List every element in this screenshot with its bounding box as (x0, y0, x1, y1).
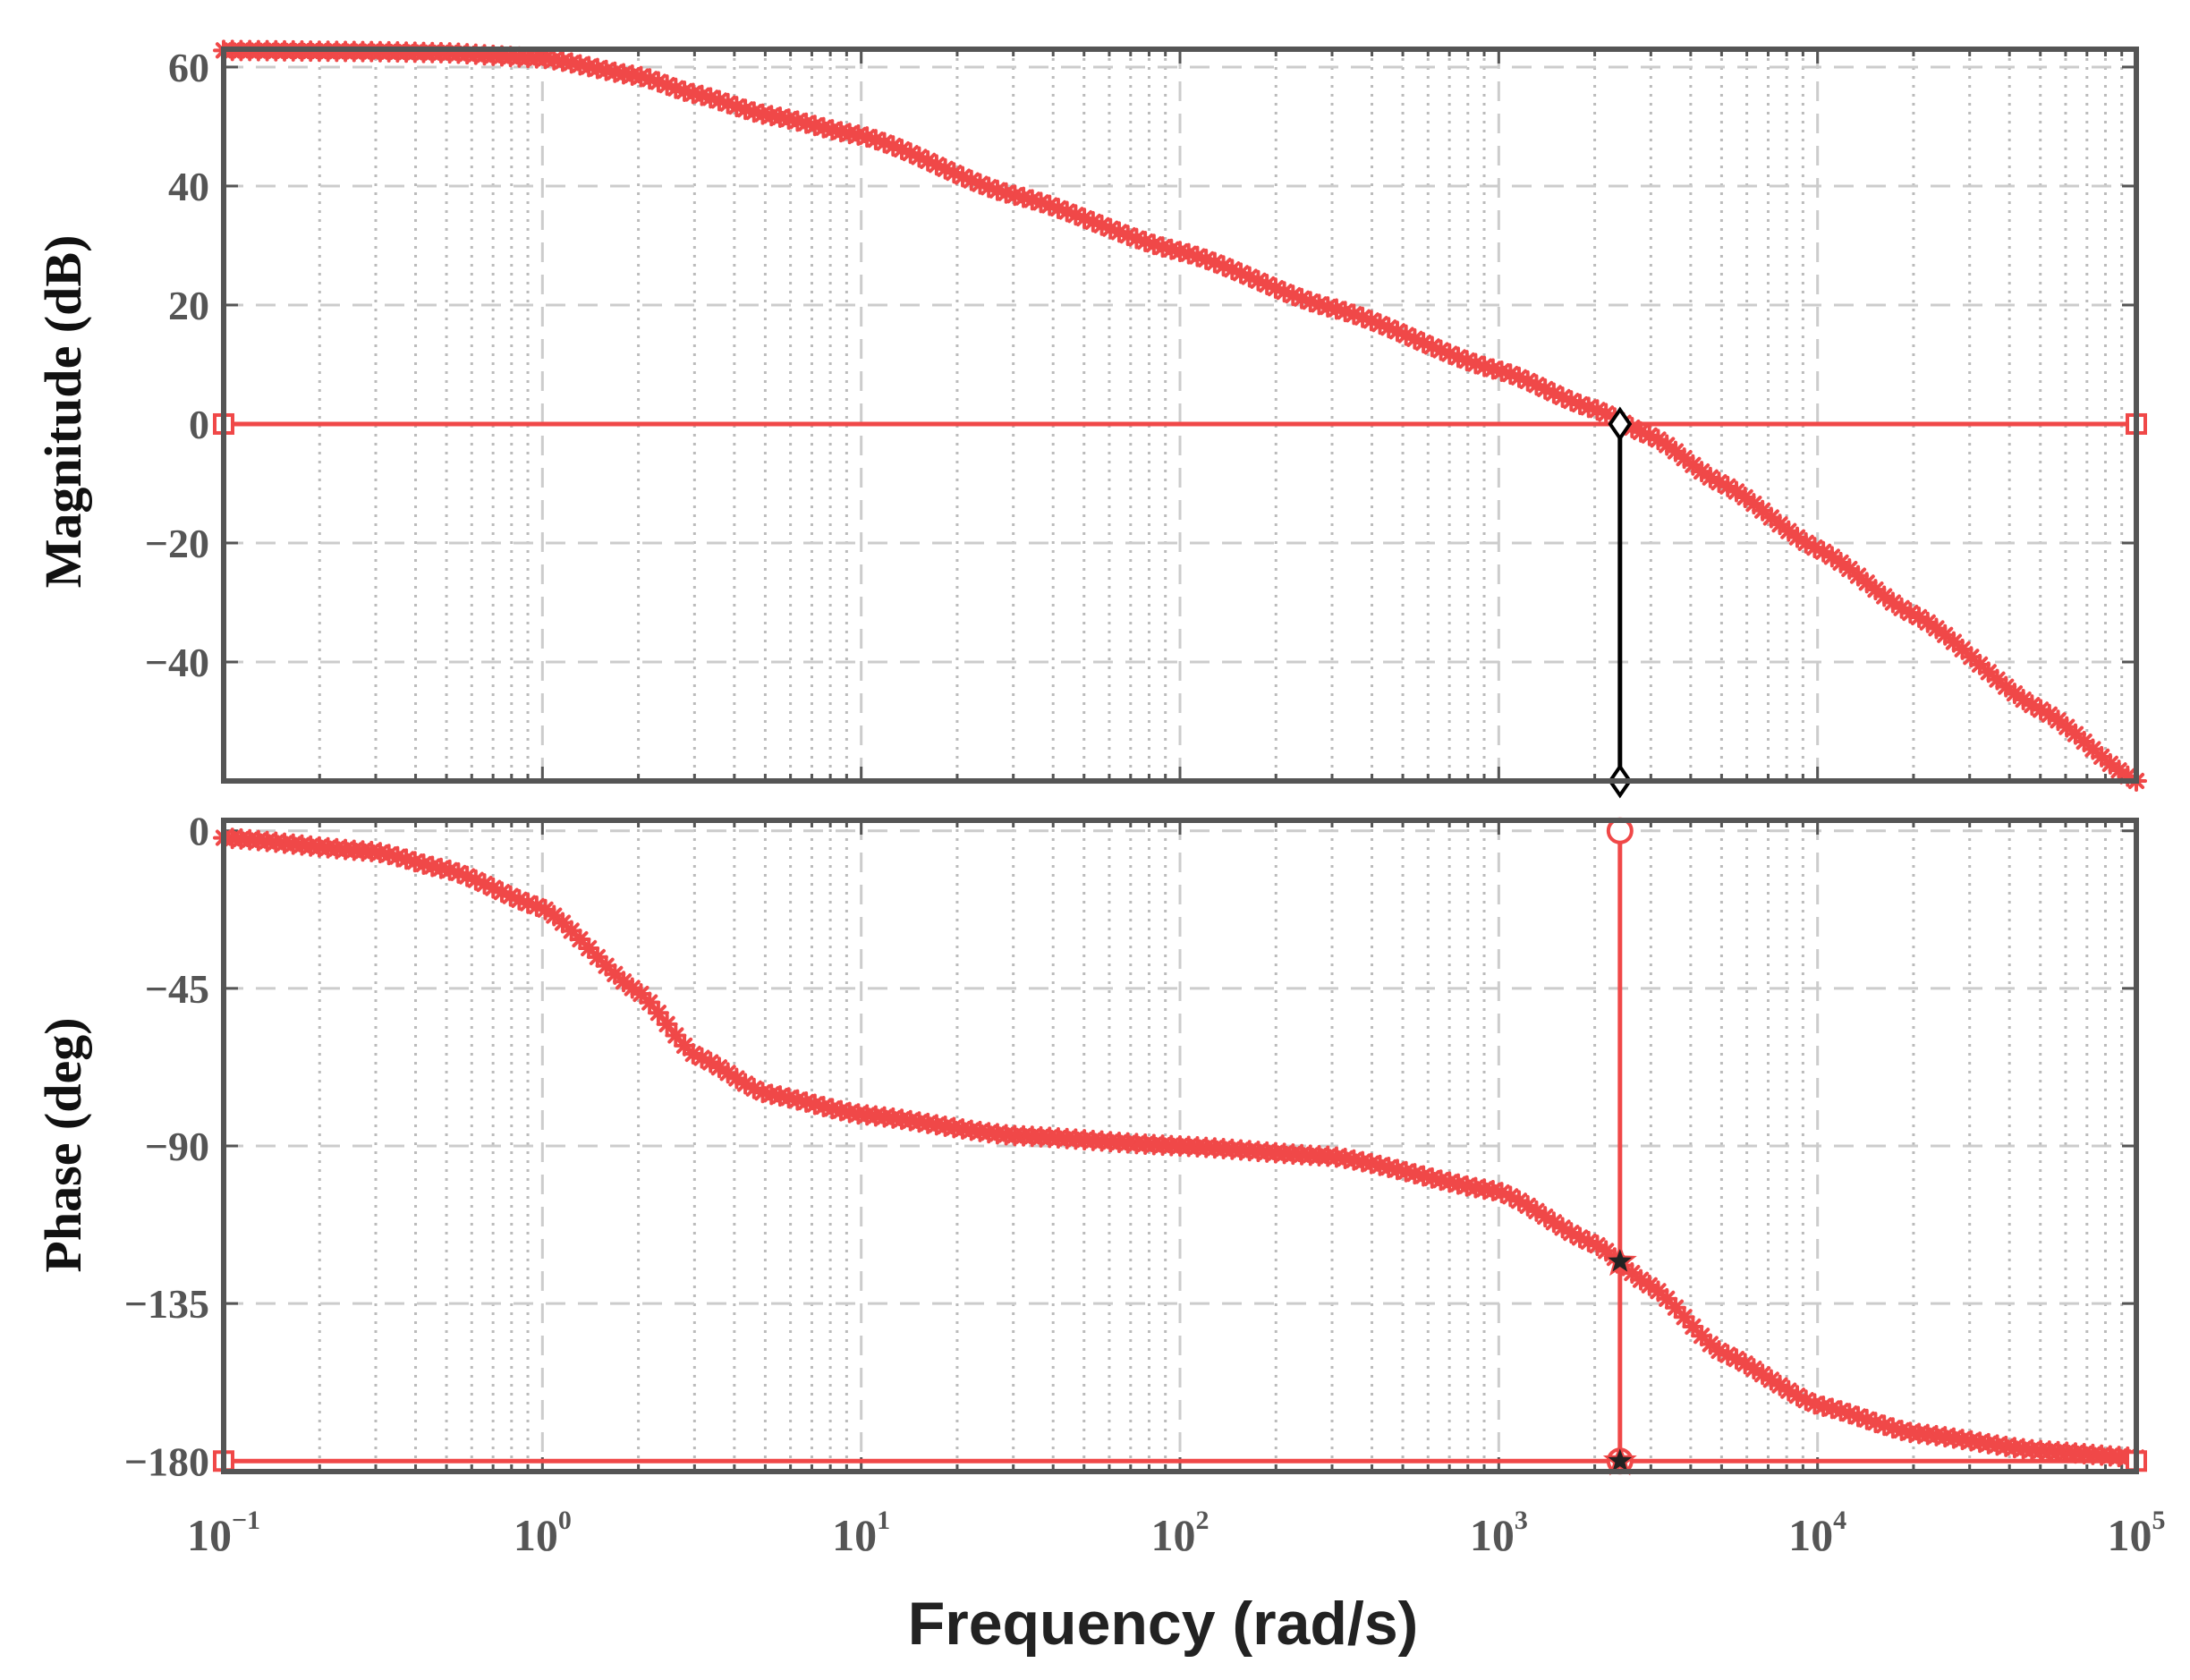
asterisk-marker (1378, 317, 1400, 339)
phase-y-axis-label: Phase (deg) (34, 1017, 92, 1272)
asterisk-marker (2091, 745, 2113, 768)
x-tick-label: 100 (514, 1506, 572, 1560)
y-tick-label: −45 (145, 966, 209, 1012)
magnitude-y-axis-label: Magnitude (dB) (34, 235, 92, 589)
asterisk-marker (639, 991, 661, 1014)
y-tick-label: 60 (168, 45, 209, 90)
asterisk-marker (656, 1013, 678, 1035)
x-tick-label: 102 (1151, 1506, 1210, 1560)
minor-grid (318, 49, 2124, 781)
asterisk-marker (578, 937, 600, 959)
y-tick-label: 0 (189, 809, 209, 854)
y-tick-label: −135 (124, 1281, 209, 1327)
reference-line-end-marker (1608, 406, 1633, 442)
asterisk-marker (1404, 327, 1426, 350)
x-tick-label: 104 (1788, 1506, 1846, 1560)
asterisk-marker (2099, 752, 2121, 775)
asterisk-marker (517, 892, 539, 914)
asterisk-marker (630, 983, 652, 1005)
x-tick-label: 105 (2108, 1506, 2166, 1560)
y-tick-label: 20 (168, 283, 209, 328)
y-tick-label: 0 (189, 402, 209, 447)
axes-frame (221, 818, 2139, 1474)
asterisk-marker (647, 1002, 669, 1024)
x-tick-label: 10−1 (187, 1506, 260, 1560)
asterisk-marker (1743, 493, 1765, 515)
y-tick-label: 40 (168, 164, 209, 209)
x-axis-label: Frequency (rad/s) (908, 1590, 1419, 1658)
asterisk-marker (1030, 191, 1052, 214)
x-tick-label: 101 (832, 1506, 890, 1560)
highlight-star-marker (1602, 1443, 1637, 1476)
axes-frame (221, 47, 2139, 784)
asterisk-marker (1829, 551, 1852, 573)
y-tick-label: −20 (145, 521, 209, 566)
y-tick-label: −90 (145, 1124, 209, 1169)
phase-axes: 0 −45 −90 −135 −180 10−1 100 101 102 103 104 105 (124, 809, 2166, 1560)
asterisk-marker (1664, 440, 1686, 462)
asterisk-marker (1638, 424, 1660, 446)
asterisk-marker (438, 859, 461, 881)
magnitude-axes: 60 40 20 0 −20 −40 (145, 39, 2147, 799)
y-tick-label: −40 (145, 640, 209, 685)
y-tick-label: −180 (124, 1438, 209, 1484)
x-tick-label: 103 (1470, 1506, 1528, 1560)
asterisk-marker (1760, 506, 1782, 529)
highlight-star-marker (1602, 1243, 1637, 1277)
minor-grid (318, 820, 2124, 1472)
